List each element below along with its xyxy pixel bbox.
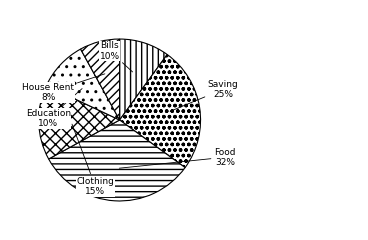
Wedge shape [49,120,185,201]
Wedge shape [120,54,201,168]
Text: Saving
25%: Saving 25% [170,79,238,111]
Text: Bills
10%: Bills 10% [100,42,132,72]
Text: House Rent
8%: House Rent 8% [22,74,105,102]
Wedge shape [39,85,120,159]
Text: Clothing
15%: Clothing 15% [72,124,114,196]
Wedge shape [120,39,167,120]
Wedge shape [46,49,120,120]
Text: Food
32%: Food 32% [119,148,236,168]
Text: Education
10%: Education 10% [26,89,82,128]
Wedge shape [81,39,120,120]
